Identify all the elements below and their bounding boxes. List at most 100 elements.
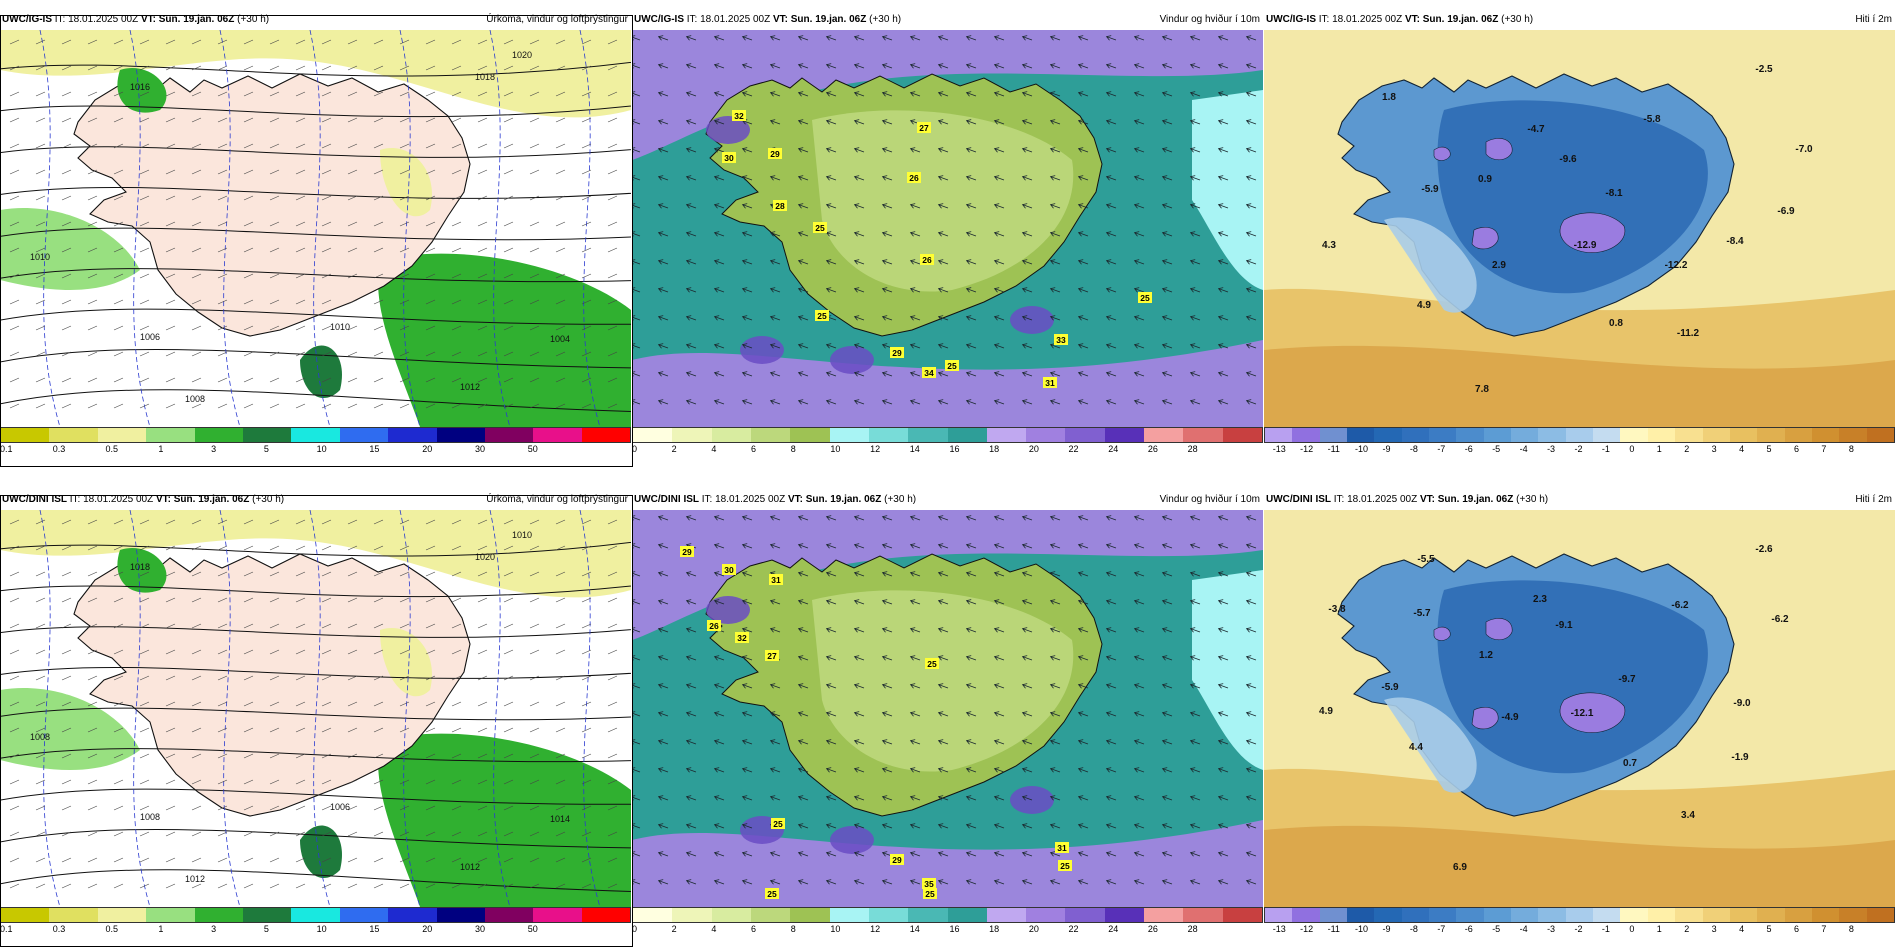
- colorbar-cell: [1729, 908, 1758, 922]
- colorbar-cell: [1620, 908, 1648, 922]
- wind-arrow: [1189, 231, 1201, 237]
- colorbar-cell: [1144, 908, 1184, 922]
- wind-barb: [243, 403, 254, 409]
- lead-time: (+30 h): [1501, 14, 1534, 25]
- colorbar-cell: [436, 908, 485, 922]
- gust-label-box: [707, 620, 721, 631]
- isobar-line: [0, 268, 631, 283]
- wind-barb: [295, 39, 306, 45]
- wind-arrow: [657, 543, 669, 549]
- wind-arrow: [937, 287, 949, 293]
- wind-arrow: [1161, 851, 1173, 857]
- wind-barb: [139, 623, 150, 629]
- wind-arrow: [965, 371, 977, 377]
- wind-barb: [607, 65, 618, 71]
- wind-arrow: [741, 315, 753, 321]
- gust-label-box: [1138, 292, 1152, 303]
- wind-barb: [503, 65, 514, 71]
- wind-barb: [165, 221, 176, 227]
- wind-arrow: [853, 147, 865, 153]
- wind-barb: [451, 351, 462, 357]
- wind-barb: [503, 195, 514, 201]
- wind-arrow: [853, 683, 865, 689]
- gust-value-label: 29: [770, 149, 780, 159]
- wind-barb: [347, 545, 358, 551]
- wind-arrow: [1217, 655, 1229, 661]
- wind-arrow: [1105, 711, 1117, 717]
- wind-barb: [373, 675, 384, 681]
- wind-arrow: [993, 371, 1005, 377]
- wind-arrow: [1217, 823, 1229, 829]
- wind-barb: [477, 519, 488, 525]
- panel-header: UWC/IG-IS IT: 18.01.2025 00Z VT: Sun. 19…: [632, 10, 1263, 30]
- wind-arrow: [909, 35, 921, 41]
- colorbar-tick-label: 6: [1793, 924, 1799, 934]
- colorbar-tick-label: 7: [1821, 444, 1827, 454]
- wind-barb: [529, 403, 540, 409]
- colorbar-wind: [632, 427, 1263, 443]
- wind-arrow: [993, 795, 1005, 801]
- wind-barb: [217, 325, 228, 331]
- wind-arrow: [1049, 823, 1061, 829]
- wind-barb: [581, 597, 592, 603]
- colorbar-tick-label: -8: [1409, 924, 1418, 934]
- wind-arrow: [769, 343, 781, 349]
- wind-arrow: [853, 711, 865, 717]
- wind-barb: [347, 675, 358, 681]
- wind-arrow: [657, 231, 669, 237]
- wind-arrow: [1105, 175, 1117, 181]
- wind-barb: [321, 65, 332, 71]
- wind-barb: [477, 753, 488, 759]
- wind-barb: [581, 883, 592, 889]
- wind-barb: [607, 377, 618, 383]
- wind-arrow: [1105, 315, 1117, 321]
- wind-arrow: [825, 371, 837, 377]
- wind-barb: [425, 857, 436, 863]
- wind-barb: [9, 143, 20, 149]
- wind-barb: [243, 169, 254, 175]
- wind-arrow: [769, 627, 781, 633]
- wind-arrow: [825, 147, 837, 153]
- wind-arrow: [993, 823, 1005, 829]
- wind-arrow: [797, 259, 809, 265]
- wind-barb: [87, 195, 98, 201]
- wind-barb: [61, 403, 72, 409]
- wind-barb: [399, 857, 410, 863]
- isobar-value-label: 1012: [460, 862, 480, 872]
- wind-arrow: [1049, 203, 1061, 209]
- wind-barb: [139, 519, 150, 525]
- wind-barb: [581, 351, 592, 357]
- wind-barb: [581, 403, 592, 409]
- wind-barb: [165, 351, 176, 357]
- colorbar-tick-label: 15: [369, 444, 380, 454]
- colorbar-tick-label: 8: [1848, 444, 1854, 454]
- wind-barb: [321, 675, 332, 681]
- wind-arrow: [909, 231, 921, 237]
- temp-value-label: 4.9: [1319, 706, 1333, 717]
- colorbar-cell: [829, 428, 869, 442]
- wind-barb: [321, 805, 332, 811]
- wind-barb: [165, 779, 176, 785]
- isobar-line: [0, 187, 631, 199]
- wind-arrow: [909, 767, 921, 773]
- wind-arrow: [657, 119, 669, 125]
- wind-arrow: [881, 203, 893, 209]
- wind-arrow: [881, 823, 893, 829]
- lead-time: (+30 h): [884, 494, 917, 505]
- wind-arrow: [825, 711, 837, 717]
- wind-barb: [269, 805, 280, 811]
- isotherm-line: [579, 510, 601, 907]
- wind-barb: [139, 117, 150, 123]
- wind-arrow: [797, 35, 809, 41]
- wind-barb: [9, 247, 20, 253]
- wind-barb: [35, 519, 46, 525]
- wind-arrow: [993, 739, 1005, 745]
- gust-label-box: [768, 148, 782, 159]
- wind-barb: [321, 221, 332, 227]
- wind-arrow: [685, 879, 697, 885]
- wind-barb: [373, 39, 384, 45]
- wind-barb: [113, 377, 124, 383]
- wind-barb: [321, 39, 332, 45]
- panel-temp-r1: UWC/DINI ISL IT: 18.01.2025 00Z VT: Sun.…: [1264, 490, 1895, 950]
- wind-arrow: [685, 91, 697, 97]
